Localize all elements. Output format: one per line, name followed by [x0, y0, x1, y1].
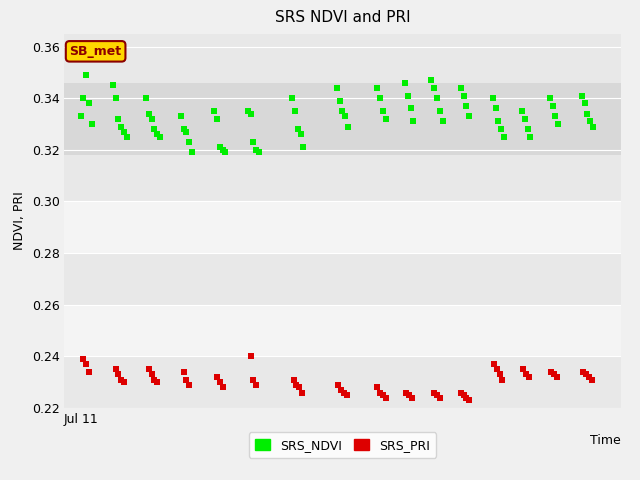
- Bar: [64, 202, 621, 253]
- Y-axis label: NDVI, PRI: NDVI, PRI: [13, 192, 26, 250]
- Bar: [64, 150, 621, 202]
- Bar: [64, 34, 621, 98]
- Bar: [64, 98, 621, 150]
- Text: SB_met: SB_met: [70, 45, 122, 58]
- Legend: SRS_NDVI, SRS_PRI: SRS_NDVI, SRS_PRI: [248, 432, 436, 458]
- Bar: [64, 253, 621, 305]
- Bar: [64, 356, 621, 408]
- Bar: [64, 83, 621, 155]
- Text: Time: Time: [590, 434, 621, 447]
- Title: SRS NDVI and PRI: SRS NDVI and PRI: [275, 11, 410, 25]
- Bar: [64, 305, 621, 356]
